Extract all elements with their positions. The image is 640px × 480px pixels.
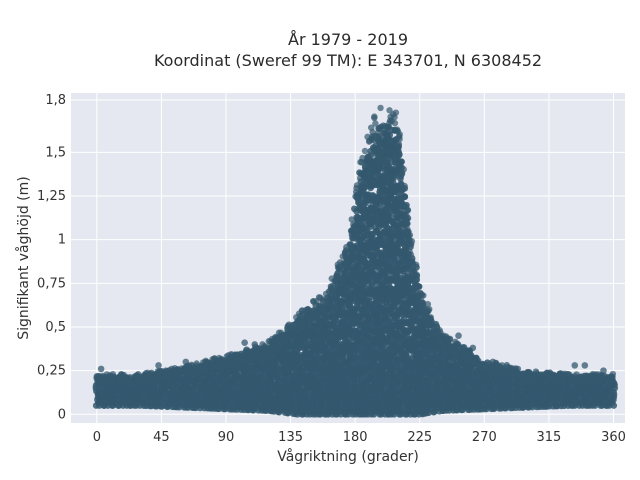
data-point (273, 362, 280, 369)
data-point (401, 193, 408, 200)
data-point (391, 173, 399, 181)
data-point (296, 362, 303, 370)
scatter-points (92, 104, 619, 418)
data-point (359, 187, 366, 195)
chart-title: År 1979 - 2019 (288, 30, 408, 49)
data-point (398, 158, 405, 166)
data-point (386, 131, 394, 139)
chart-subtitle: Koordinat (Sweref 99 TM): E 343701, N 63… (154, 51, 542, 70)
data-point (284, 349, 292, 356)
data-point (393, 329, 401, 336)
